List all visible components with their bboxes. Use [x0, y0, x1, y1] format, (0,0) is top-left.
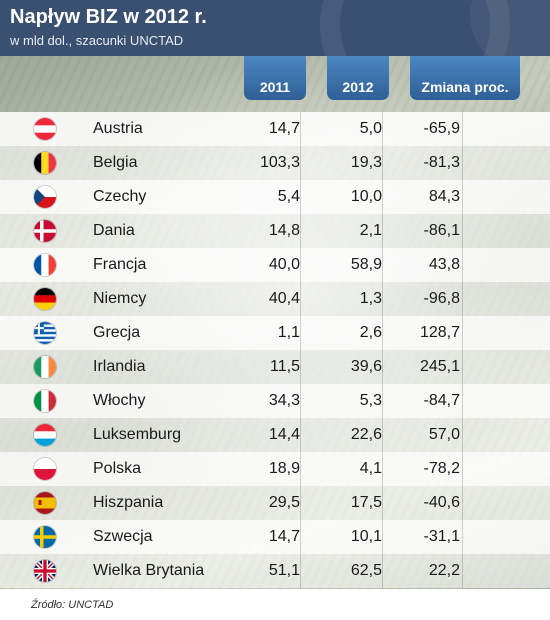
column-divider: [300, 112, 301, 588]
value-2011: 14,8: [268, 222, 300, 239]
table-row: Hiszpania 29,5 17,5 -40,6: [0, 486, 550, 520]
value-2012: 19,3: [350, 154, 382, 171]
value-2012: 22,6: [350, 426, 382, 443]
value-2012: 58,9: [350, 256, 382, 273]
value-2011: 29,5: [268, 494, 300, 511]
value-2011: 11,5: [270, 358, 300, 375]
column-divider: [382, 112, 383, 588]
table-row: Austria 14,7 5,0 -65,9: [0, 112, 550, 146]
value-2012: 17,5: [350, 494, 382, 511]
table-row: Irlandia 11,5 39,6 245,1: [0, 350, 550, 384]
value-change: -84,7: [423, 392, 460, 409]
table-row: Włochy 34,3 5,3 -84,7: [0, 384, 550, 418]
value-2011: 51,1: [268, 562, 300, 579]
austria-flag-icon: [34, 118, 56, 140]
value-2011: 40,0: [268, 256, 300, 273]
table-row: Szwecja 14,7 10,1 -31,1: [0, 520, 550, 554]
country-name: Luksemburg: [93, 426, 182, 443]
value-change: 84,3: [428, 188, 460, 205]
table-row: Dania 14,8 2,1 -86,1: [0, 214, 550, 248]
value-2011: 103,3: [259, 154, 300, 171]
value-2011: 5,4: [277, 188, 300, 205]
value-2011: 1,1: [277, 324, 300, 341]
value-2012: 5,0: [359, 120, 382, 137]
country-name: Polska: [93, 460, 142, 477]
decorative-circle: [470, 0, 550, 56]
value-2012: 2,1: [359, 222, 382, 239]
page-title: Napływ BIZ w 2012 r.: [10, 6, 207, 28]
value-2011: 14,7: [268, 528, 300, 545]
value-change: 22,2: [428, 562, 460, 579]
ireland-flag-icon: [34, 356, 56, 378]
czech-flag-icon: [34, 186, 56, 208]
country-name: Dania: [93, 222, 135, 239]
country-name: Czechy: [93, 188, 147, 205]
value-2011: 14,7: [268, 120, 300, 137]
table-row: Grecja 1,1 2,6 128,7: [0, 316, 550, 350]
value-2012: 2,6: [359, 324, 382, 341]
column-header-2012: 2012: [327, 56, 389, 100]
table-row: Francja 40,0 58,9 43,8: [0, 248, 550, 282]
value-change: 245,1: [419, 358, 460, 375]
value-change: 43,8: [428, 256, 460, 273]
value-2012: 10,1: [350, 528, 382, 545]
value-change: 128,7: [419, 324, 460, 341]
value-change: -31,1: [423, 528, 460, 545]
poland-flag-icon: [34, 458, 56, 480]
value-2011: 14,4: [268, 426, 300, 443]
denmark-flag-icon: [34, 220, 56, 242]
table-row: Niemcy 40,4 1,3 -96,8: [0, 282, 550, 316]
value-2012: 62,5: [350, 562, 382, 579]
table-row: Wielka Brytania 51,1 62,5 22,2: [0, 554, 550, 588]
luxembourg-flag-icon: [34, 424, 56, 446]
country-name: Szwecja: [93, 528, 153, 545]
value-2011: 40,4: [268, 290, 300, 307]
country-name: Grecja: [93, 324, 141, 341]
italy-flag-icon: [34, 390, 56, 412]
country-name: Austria: [93, 120, 143, 137]
column-divider: [462, 112, 463, 588]
value-change: -78,2: [423, 460, 460, 477]
greece-flag-icon: [34, 322, 56, 344]
value-2012: 39,6: [350, 358, 382, 375]
value-change: -40,6: [423, 494, 460, 511]
country-name: Niemcy: [93, 290, 147, 307]
spain-flag-icon: [34, 492, 56, 514]
country-name: Włochy: [93, 392, 146, 409]
value-2012: 1,3: [359, 290, 382, 307]
value-2011: 18,9: [268, 460, 300, 477]
sweden-flag-icon: [34, 526, 56, 548]
value-change: 57,0: [428, 426, 460, 443]
table-row: Luksemburg 14,4 22,6 57,0: [0, 418, 550, 452]
value-2012: 4,1: [359, 460, 382, 477]
value-2012: 10,0: [350, 188, 382, 205]
column-header-2011: 2011: [244, 56, 306, 100]
column-header-change: Zmiana proc.: [410, 56, 520, 100]
table-row: Belgia 103,3 19,3 -81,3: [0, 146, 550, 180]
value-2011: 34,3: [268, 392, 300, 409]
page-subtitle: w mld dol., szacunki UNCTAD: [10, 33, 184, 48]
country-name: Irlandia: [93, 358, 146, 375]
country-name: Francja: [93, 256, 147, 273]
value-2012: 5,3: [359, 392, 382, 409]
country-name: Wielka Brytania: [93, 562, 205, 579]
value-change: -96,8: [423, 290, 460, 307]
value-change: -65,9: [423, 120, 460, 137]
header-banner: Napływ BIZ w 2012 r. w mld dol., szacunk…: [0, 0, 550, 56]
country-name: Hiszpania: [93, 494, 164, 511]
uk-flag-icon: [34, 560, 56, 582]
country-name: Belgia: [93, 154, 138, 171]
source-note: Źródło: UNCTAD: [31, 599, 114, 611]
value-change: -81,3: [423, 154, 460, 171]
france-flag-icon: [34, 254, 56, 276]
germany-flag-icon: [34, 288, 56, 310]
decorative-ring: [320, 0, 510, 56]
table-row: Polska 18,9 4,1 -78,2: [0, 452, 550, 486]
table-row: Czechy 5,4 10,0 84,3: [0, 180, 550, 214]
value-change: -86,1: [423, 222, 460, 239]
belgium-flag-icon: [34, 152, 56, 174]
